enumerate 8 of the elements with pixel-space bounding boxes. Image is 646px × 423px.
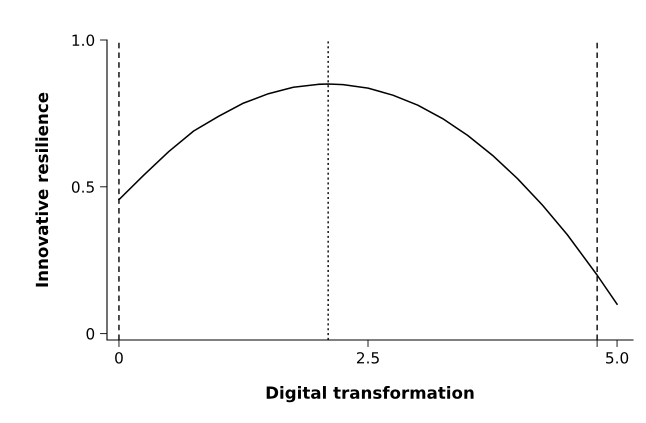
y-axis-title: Innovative resilience — [35, 92, 48, 287]
x-tick-label: 5.0 — [606, 352, 628, 364]
y-tick-label: 0.5 — [72, 181, 94, 193]
y-tick-label: 0 — [86, 328, 94, 340]
y-tick-label: 1.0 — [72, 34, 94, 46]
x-tick-label: 0 — [115, 352, 123, 364]
x-tick-label: 2.5 — [356, 352, 379, 364]
x-axis-title: Digital transformation — [266, 386, 474, 402]
